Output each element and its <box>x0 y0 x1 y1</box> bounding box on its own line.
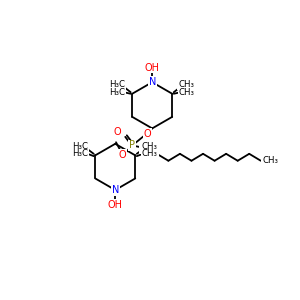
Text: CH₃: CH₃ <box>142 149 158 158</box>
Text: CH₃: CH₃ <box>178 80 194 89</box>
Text: P: P <box>129 140 135 150</box>
Text: N: N <box>148 77 156 87</box>
Text: CH₃: CH₃ <box>179 88 195 97</box>
Text: H₃C: H₃C <box>72 149 88 158</box>
Text: H₃C: H₃C <box>110 80 126 89</box>
Text: H₃C: H₃C <box>73 142 88 152</box>
Text: OH: OH <box>145 63 160 73</box>
Text: N: N <box>112 185 119 195</box>
Text: O: O <box>118 150 126 160</box>
Text: HN: HN <box>140 143 155 153</box>
Text: CH₃: CH₃ <box>141 142 157 152</box>
Text: OH: OH <box>108 200 123 210</box>
Text: O: O <box>114 127 122 137</box>
Text: H₃C: H₃C <box>110 88 126 97</box>
Text: O: O <box>144 129 152 139</box>
Text: CH₃: CH₃ <box>262 156 278 165</box>
